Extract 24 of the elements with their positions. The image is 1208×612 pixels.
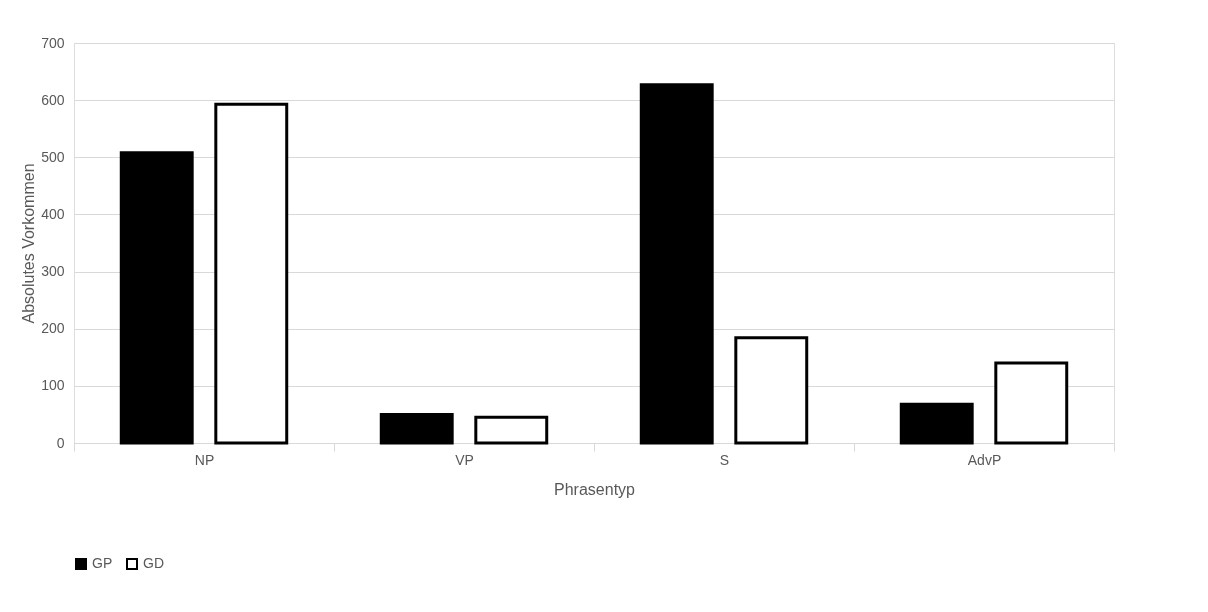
y-tick-label: 500	[41, 148, 65, 165]
bar	[899, 402, 974, 445]
legend-label: GP	[92, 555, 113, 571]
bar	[734, 336, 809, 445]
y-tick-label: 0	[56, 434, 65, 451]
y-tick-label: 600	[41, 91, 65, 108]
bar	[214, 102, 289, 445]
bar	[119, 151, 194, 445]
x-tick-label: AdvP	[967, 451, 1002, 468]
y-tick-label: 400	[41, 205, 65, 222]
bar	[994, 361, 1069, 445]
y-tick-label: 700	[41, 34, 65, 51]
x-axis-title: Phrasentyp	[554, 480, 636, 498]
bar	[639, 83, 714, 445]
y-axis-title: Absolutes Vorkommen	[20, 163, 38, 324]
y-tick-label: 100	[41, 377, 65, 394]
legend-label: GD	[143, 555, 164, 571]
y-tick-label: 200	[41, 320, 65, 337]
x-tick-label: S	[719, 451, 730, 468]
bar	[474, 415, 549, 445]
x-tick-label: VP	[455, 451, 474, 468]
y-tick-label: 300	[41, 263, 65, 280]
bar	[379, 412, 454, 445]
x-tick-label: NP	[194, 451, 215, 468]
